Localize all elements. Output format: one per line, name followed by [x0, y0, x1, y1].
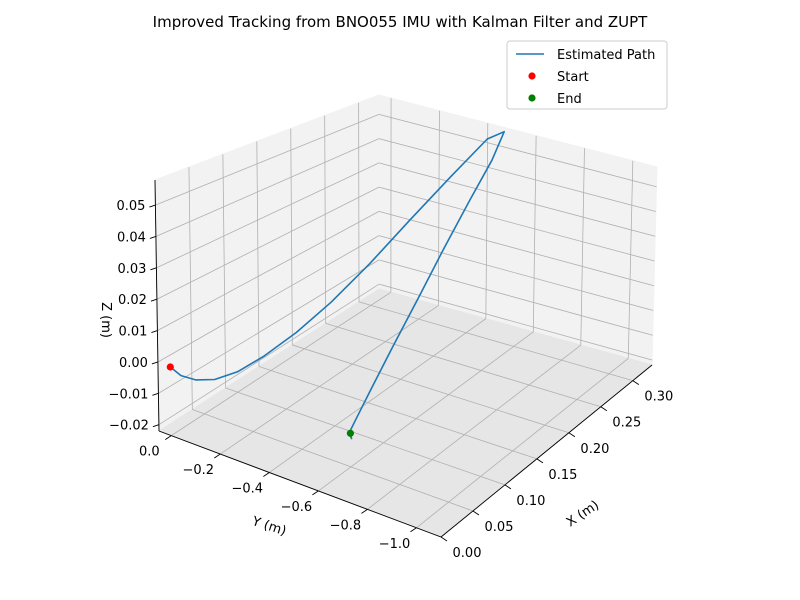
y-tick-label: −0.2 [183, 463, 215, 478]
x-tick-label: 0.15 [548, 468, 577, 483]
z-tick-mark [150, 267, 157, 271]
legend: Estimated Path Start End [506, 40, 668, 110]
x-tick-mark [472, 510, 480, 516]
grid-floor-y [269, 318, 487, 473]
x-tick-mark [600, 406, 608, 412]
data-layer [166, 130, 506, 440]
z-tick-label: 0.05 [116, 199, 145, 214]
grid-back-z [378, 114, 657, 188]
grid-left-x [256, 141, 260, 367]
x-tick-mark [440, 536, 448, 542]
grid-back-y [437, 110, 440, 306]
grid-left-z [158, 259, 380, 394]
grid-left-z [157, 235, 380, 363]
grid-back-z [378, 138, 656, 212]
grid-floor-x [358, 301, 633, 382]
z-tick-mark [152, 424, 160, 428]
grid-back-z [378, 235, 654, 311]
grid-back-y [532, 135, 537, 332]
grid-left-x [290, 128, 293, 345]
legend-label-end: End [557, 92, 582, 107]
grid-floor-y [318, 331, 534, 492]
y-tick-mark [312, 490, 319, 496]
x-tick-label: 0.20 [580, 442, 609, 457]
point-end [346, 429, 354, 437]
y-tick-label: −0.4 [232, 482, 264, 497]
series-line-estimated-path [169, 130, 506, 440]
z-tick-mark [149, 204, 156, 208]
legend-marker-start [528, 72, 536, 80]
x-axis-line [440, 364, 653, 538]
grid-floor-x [325, 323, 601, 408]
z-tick-mark [151, 330, 158, 334]
z-tick-mark [150, 298, 158, 302]
axis-lines [154, 179, 653, 538]
y-tick-mark [410, 527, 417, 533]
grid-left-z [156, 162, 380, 269]
z-tick-label: 0.01 [118, 325, 147, 340]
z-tick-mark [152, 392, 159, 396]
grid-left-x [188, 167, 193, 410]
z-axis-line [154, 179, 160, 432]
y-tick-mark [214, 453, 221, 459]
legend-marker-end [528, 94, 536, 102]
y-tick-label: −1.0 [379, 537, 411, 552]
z-tick-label: 0.04 [117, 231, 146, 246]
chart-title: Improved Tracking from BNO055 IMU with K… [153, 13, 648, 31]
grid-floor-y [171, 291, 392, 436]
grid-left-z [155, 138, 380, 237]
z-tick-label: 0.03 [117, 262, 146, 277]
grid-floor-y [416, 358, 629, 529]
tick-marks [149, 204, 640, 542]
z-tick-label: −0.02 [109, 419, 149, 434]
y-tick-mark [361, 508, 368, 514]
grid-floor-x [225, 387, 506, 486]
y-tick-label: −0.6 [281, 500, 313, 515]
x-tick-mark [536, 458, 544, 464]
grid-floor-x [258, 366, 538, 460]
y-axis-line [158, 430, 442, 538]
grid-left-z [155, 114, 380, 206]
grid-floor-x [292, 344, 569, 434]
legend-label-start: Start [557, 70, 589, 85]
z-tick-mark [149, 236, 157, 239]
grid-back-z [378, 283, 653, 361]
grid-floor-y [367, 344, 582, 510]
x-tick-label: 0.00 [453, 546, 482, 561]
y-tick-label: 0.0 [139, 445, 160, 460]
x-tick-label: 0.10 [516, 494, 545, 509]
z-axis-label: Z (m) [98, 302, 113, 338]
y-tick-mark [165, 435, 172, 440]
x-tick-mark [632, 380, 640, 386]
tick-labels: 0.000.050.100.150.200.250.300.0−0.2−0.4−… [109, 199, 674, 561]
x-tick-label: 0.30 [644, 390, 673, 405]
x-tick-label: 0.25 [612, 416, 641, 431]
z-tick-label: 0.02 [118, 293, 147, 308]
z-tick-label: 0.00 [119, 356, 148, 371]
grid-left-z [156, 186, 380, 300]
grid-left-z [158, 283, 380, 426]
x-tick-mark [568, 432, 576, 438]
z-tick-mark [151, 361, 159, 365]
grid-back-z [378, 259, 653, 336]
y-tick-label: −0.8 [330, 518, 362, 533]
grid-left-z [157, 211, 380, 331]
grid-left-x [324, 115, 327, 324]
grid-back-y [580, 148, 585, 346]
grid-left-x [222, 154, 227, 388]
grid-back-y [627, 160, 634, 359]
grid-back-z [378, 162, 656, 237]
grid-back-z [378, 186, 655, 262]
grid-back-y [485, 123, 489, 319]
z-tick-label: −0.01 [109, 387, 149, 402]
y-tick-mark [263, 472, 270, 477]
legend-frame [506, 40, 668, 110]
x-tick-label: 0.05 [485, 520, 514, 535]
x-tick-mark [504, 484, 512, 490]
legend-label-estimated-path: Estimated Path [557, 48, 655, 63]
grid-back-z [378, 211, 655, 287]
grid-floor-x [192, 409, 474, 512]
point-start [166, 363, 174, 371]
